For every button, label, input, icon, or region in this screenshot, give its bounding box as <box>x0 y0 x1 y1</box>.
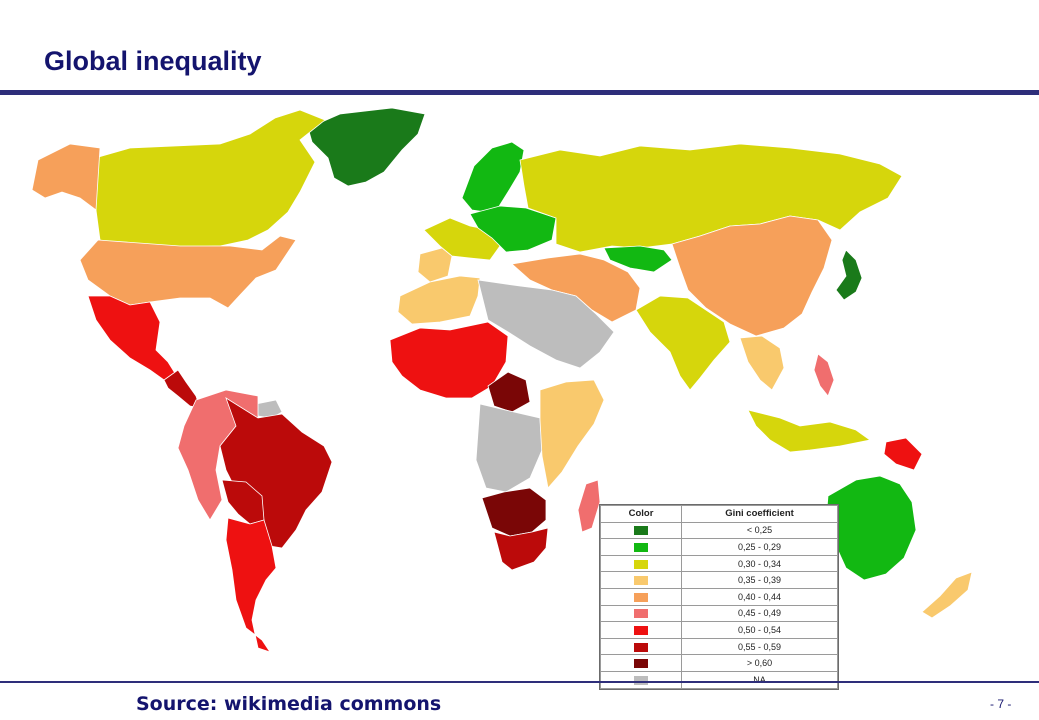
legend-row: > 0,60 <box>600 654 838 672</box>
map-region-arabia-sahara <box>477 279 615 369</box>
legend-row: 0,40 - 0,44 <box>600 587 838 606</box>
map-region-alaska <box>31 143 101 211</box>
map-region-greenland <box>307 107 426 187</box>
legend-header-row: Color Gini coefficient <box>600 505 838 523</box>
map-region-north-africa <box>397 275 481 325</box>
legend-row: 0,30 - 0,34 <box>600 554 838 573</box>
map-region-australia <box>825 475 917 581</box>
legend-swatch <box>634 642 648 652</box>
map-region-usa <box>79 235 297 309</box>
map-region-india <box>635 295 731 391</box>
page-number: - 7 - <box>990 697 1012 711</box>
map-region-central-europe <box>469 205 557 253</box>
map-region-southeast-asia <box>739 335 785 391</box>
map-region-indonesia <box>747 409 871 453</box>
map-region-congo <box>475 403 543 493</box>
legend-row: 0,25 - 0,29 <box>600 538 838 556</box>
legend-table: Color Gini coefficient < 0,25 0,25 - 0,2… <box>600 505 838 689</box>
legend-swatch <box>634 543 648 553</box>
legend-range: 0,30 - 0,34 <box>681 554 838 573</box>
legend-row: NA <box>600 670 838 689</box>
legend-range: 0,25 - 0,29 <box>681 538 838 556</box>
legend-swatch <box>634 526 648 536</box>
map-region-central-asia <box>603 245 673 273</box>
map-region-madagascar <box>577 479 601 533</box>
map-region-canada <box>94 109 326 248</box>
legend-body: < 0,25 0,25 - 0,29 0,30 - 0,34 0,35 - 0,… <box>600 521 838 689</box>
title-divider <box>0 90 1039 95</box>
legend-range: 0,50 - 0,54 <box>681 621 838 639</box>
legend-row: < 0,25 <box>600 521 838 540</box>
map-region-brazil <box>219 397 333 549</box>
map-region-mexico <box>87 295 179 381</box>
footer-divider <box>0 681 1039 683</box>
legend-range: > 0,60 <box>681 654 838 672</box>
legend-range: 0,55 - 0,59 <box>681 637 838 656</box>
legend-header-gini: Gini coefficient <box>681 505 838 523</box>
legend-swatch <box>634 576 648 586</box>
legend-swatch <box>634 592 648 602</box>
legend-row: 0,45 - 0,49 <box>600 604 838 623</box>
map-region-argentina <box>225 517 277 653</box>
map-region-south-africa <box>493 527 549 571</box>
legend-range: NA <box>681 670 838 689</box>
map-legend: Color Gini coefficient < 0,25 0,25 - 0,2… <box>599 504 839 690</box>
legend-row: 0,55 - 0,59 <box>600 637 838 656</box>
source-credit: Source: wikimedia commons <box>136 693 442 715</box>
legend-range: 0,35 - 0,39 <box>681 571 838 589</box>
map-region-new-zealand <box>921 571 973 619</box>
legend-range: 0,45 - 0,49 <box>681 604 838 623</box>
map-region-japan <box>835 249 863 301</box>
world-map <box>31 107 973 653</box>
map-region-philippines <box>813 353 835 397</box>
legend-swatch <box>634 609 648 619</box>
map-region-png <box>883 437 923 471</box>
legend-swatch <box>634 559 648 569</box>
legend-row: 0,35 - 0,39 <box>600 571 838 589</box>
legend-swatch <box>634 626 648 636</box>
map-region-east-africa <box>539 379 605 489</box>
legend-swatch <box>634 659 648 669</box>
map-region-china <box>671 215 833 337</box>
slide-title: Global inequality <box>44 46 262 76</box>
map-region-central-africa <box>487 371 531 413</box>
legend-range: 0,40 - 0,44 <box>681 587 838 606</box>
legend-range: < 0,25 <box>681 521 838 540</box>
map-region-scandinavia <box>461 141 525 213</box>
map-region-iberia <box>417 247 453 283</box>
map-region-southern-africa <box>481 487 547 537</box>
legend-header-color: Color <box>600 505 682 523</box>
legend-row: 0,50 - 0,54 <box>600 621 838 639</box>
legend-swatch <box>634 675 648 685</box>
